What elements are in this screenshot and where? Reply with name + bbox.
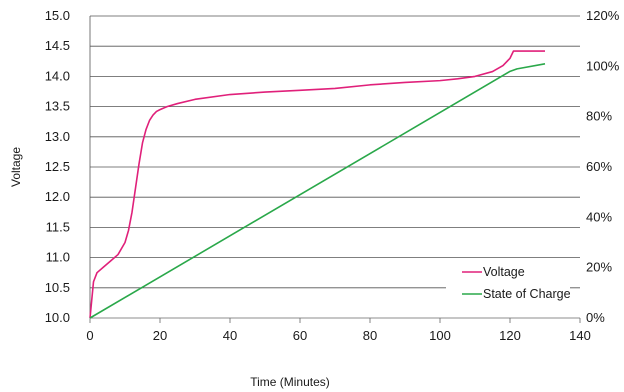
x-tick-label: 60 [293,328,307,343]
x-tick-label: 20 [153,328,167,343]
legend: Voltage State of Charge [446,258,571,306]
legend-label-state-of-charge: State of Charge [483,287,571,301]
plot-area [89,15,580,319]
legend-box [446,258,570,306]
series-line-voltage [89,50,545,319]
x-tick-label: 100 [429,328,451,343]
x-tick-label: 140 [569,328,591,343]
y-axis-ticks: 10.0 10.5 11.0 11.5 12.0 12.5 13.0 13.5 14.0 14.5… [45,8,70,325]
y2-tick-label: 40% [586,209,612,224]
y-tick-label: 13.5 [45,99,70,114]
y-axis-label: Voltage [9,147,23,187]
y2-tick-label: 80% [586,109,612,124]
y-tick-label: 12.0 [45,189,70,204]
y-tick-label: 10.5 [45,280,70,295]
x-axis-label: Time (Minutes) [250,375,330,389]
grid-lines [90,45,580,289]
y2-tick-label: 100% [586,58,620,73]
y-tick-label: 14.5 [45,38,70,53]
y-tick-label: 11.0 [46,250,70,265]
y2-tick-label: 120% [586,8,620,23]
x-tick-label: 120 [499,328,521,343]
y-tick-label: 15.0 [45,8,70,23]
y-tick-label: 14.0 [45,68,70,83]
y-tick-label: 11.5 [46,219,70,234]
x-tick-label: 40 [223,328,237,343]
y-tick-label: 13.0 [45,129,70,144]
y2-tick-label: 0% [586,310,605,325]
legend-label-voltage: Voltage [483,265,525,279]
series-line-state-of-charge [89,63,546,319]
y2-tick-label: 20% [586,260,612,275]
y-tick-label: 10.0 [45,310,70,325]
y2-axis-ticks: 0% 20% 40% 60% 80% 100% 120% [586,8,620,325]
y2-tick-label: 60% [586,159,612,174]
x-axis-ticks: 0 20 40 60 80 100 120 140 [86,318,591,343]
x-tick-label: 80 [363,328,377,343]
x-tick-label: 0 [86,328,93,343]
series-layer [89,50,546,319]
y-tick-label: 12.5 [45,159,70,174]
